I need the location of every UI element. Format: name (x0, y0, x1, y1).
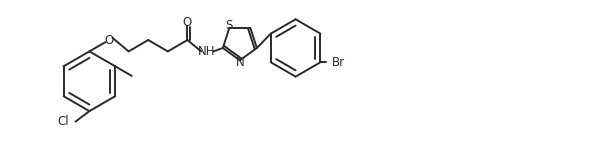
Text: Br: Br (332, 56, 345, 69)
Text: NH: NH (198, 45, 216, 58)
Text: O: O (104, 34, 114, 47)
Text: S: S (226, 19, 233, 32)
Text: Cl: Cl (57, 115, 69, 128)
Text: O: O (183, 16, 192, 29)
Text: N: N (235, 56, 244, 69)
